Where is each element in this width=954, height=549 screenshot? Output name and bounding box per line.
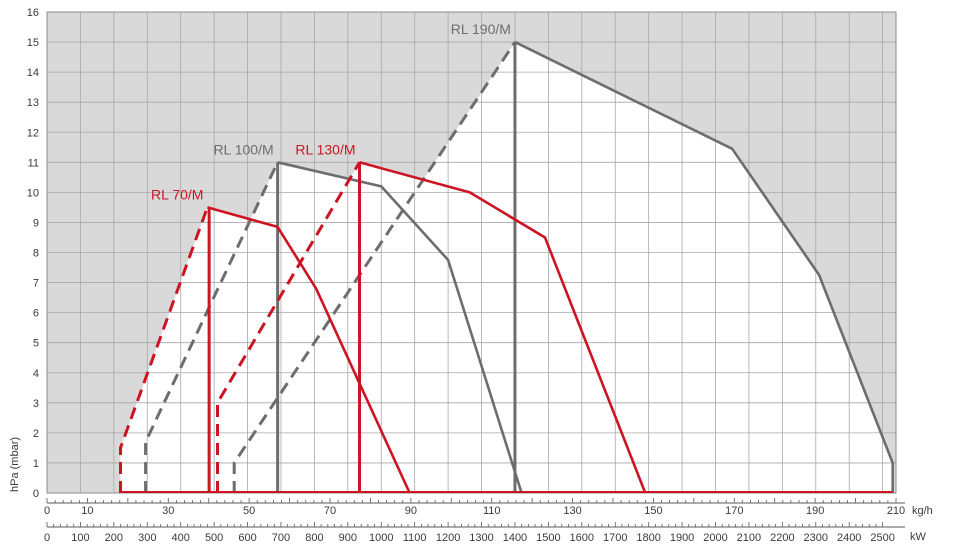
y-tick-label: 16 <box>27 7 39 19</box>
x-tick-label-kw: 1500 <box>536 532 560 544</box>
series-working-curve <box>277 161 523 494</box>
x-tick-label-kg-h: 190 <box>806 505 824 517</box>
x-tick-label-kw: 2500 <box>870 532 894 544</box>
x-tick-label-kg-h: 170 <box>725 505 743 517</box>
series-label: RL 190/M <box>451 21 511 37</box>
y-tick-label: 7 <box>33 278 39 290</box>
y-tick-label: 13 <box>27 97 39 109</box>
series-rl-100-m: RL 100/M <box>144 141 523 494</box>
x-tick-label-kw: 1800 <box>636 532 660 544</box>
x-tick-label-kg-h: 110 <box>483 505 501 517</box>
y-tick-label: 6 <box>33 308 39 320</box>
x-tick-label-kw: 200 <box>105 532 123 544</box>
x-tick-label-kw: 900 <box>339 532 357 544</box>
series-working-curve <box>359 161 647 494</box>
series-working-curve <box>207 206 411 494</box>
series-label: RL 100/M <box>213 141 273 157</box>
y-tick-label: 10 <box>27 187 39 199</box>
y-tick-label: 11 <box>28 157 39 169</box>
x-tick-label-kw: 2200 <box>770 532 794 544</box>
x-axis-primary-unit: kg/h <box>912 505 933 517</box>
x-tick-label-kw: 600 <box>238 532 256 544</box>
x-tick-label-kg-h: 130 <box>563 505 581 517</box>
x-tick-label-kw: 300 <box>138 532 156 544</box>
x-tick-label-kg-h: 210 <box>887 505 905 517</box>
x-tick-label-kw: 1700 <box>603 532 627 544</box>
x-tick-label-kw: 0 <box>44 532 50 544</box>
x-tick-label-kw: 1200 <box>436 532 460 544</box>
series-rl-190-m: RL 190/M <box>232 21 895 493</box>
y-tick-label: 2 <box>33 428 39 440</box>
x-tick-label-kw: 1100 <box>403 532 427 544</box>
series-start-curve <box>119 206 209 493</box>
series-start-curve <box>144 161 279 493</box>
series-start-curve <box>216 161 361 493</box>
x-tick-label-kw: 2400 <box>837 532 861 544</box>
y-tick-label: 0 <box>33 488 39 500</box>
x-tick-label-kw: 2000 <box>703 532 727 544</box>
x-tick-label-kw: 400 <box>172 532 190 544</box>
series-label: RL 70/M <box>151 186 203 202</box>
x-tick-label-kg-h: 150 <box>644 505 662 517</box>
x-axis-secondary-unit: kW <box>910 531 927 543</box>
x-tick-label-kw: 1400 <box>503 532 527 544</box>
y-tick-label: 9 <box>33 217 39 229</box>
x-tick-label-kw: 1900 <box>670 532 694 544</box>
x-tick-label-kg-h: 10 <box>81 505 93 517</box>
x-tick-label-kw: 500 <box>205 532 223 544</box>
y-axis-title: hPa (mbar) <box>9 437 21 492</box>
y-tick-label: 5 <box>33 338 39 350</box>
series-working-curve <box>514 40 895 493</box>
x-tick-label-kg-h: 0 <box>44 505 50 517</box>
x-tick-label-kg-h: 90 <box>405 505 417 517</box>
x-tick-label-kw: 1000 <box>369 532 393 544</box>
x-tick-label-kg-h: 30 <box>162 505 174 517</box>
y-tick-label: 3 <box>33 398 39 410</box>
x-tick-label-kw: 2100 <box>737 532 761 544</box>
y-tick-label: 8 <box>33 248 39 260</box>
series-start-curve <box>232 41 517 493</box>
y-tick-label: 15 <box>27 37 39 49</box>
x-tick-label-kw: 1300 <box>469 532 493 544</box>
y-tick-label: 14 <box>27 67 39 79</box>
y-tick-label: 1 <box>33 458 39 470</box>
y-tick-label: 12 <box>27 127 39 139</box>
x-tick-label-kw: 1600 <box>570 532 594 544</box>
working-field-area <box>234 42 893 493</box>
series-rl-130-m: RL 130/M <box>216 141 647 494</box>
series-rl-70-m: RL 70/M <box>119 186 411 494</box>
series-label: RL 130/M <box>295 141 355 157</box>
x-tick-label-kw: 2300 <box>804 532 828 544</box>
x-tick-label-kw: 700 <box>272 532 290 544</box>
y-tick-label: 4 <box>33 368 39 380</box>
x-tick-label-kg-h: 70 <box>324 505 336 517</box>
x-tick-label-kw: 800 <box>305 532 323 544</box>
x-tick-label-kg-h: 50 <box>243 505 255 517</box>
x-tick-label-kw: 100 <box>71 532 89 544</box>
